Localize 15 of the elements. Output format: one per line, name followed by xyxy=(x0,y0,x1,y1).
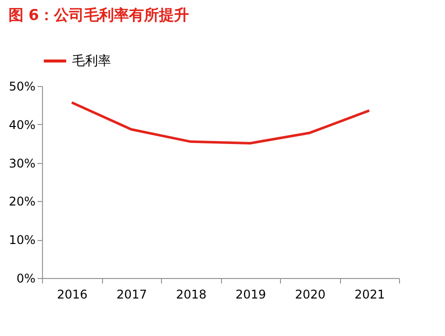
x-tick-label: 2016 xyxy=(56,288,88,302)
y-tick-label: 10% xyxy=(8,233,36,248)
x-tick-label: 2021 xyxy=(354,288,386,302)
y-tick-label: 40% xyxy=(8,118,36,132)
x-tick-label: 2019 xyxy=(235,288,266,302)
line-series xyxy=(70,101,370,144)
legend-label: 毛利率 xyxy=(72,53,111,69)
x-tick-label: 2020 xyxy=(294,288,326,302)
y-tick-label: 0% xyxy=(16,272,36,286)
x-tick-label: 2018 xyxy=(176,288,207,302)
x-tick-label: 2017 xyxy=(116,288,148,302)
y-tick-label: 20% xyxy=(8,194,36,209)
y-tick-label: 30% xyxy=(8,156,36,170)
chart-title: 图 6：公司毛利率有所提升 xyxy=(8,6,189,24)
y-tick-label: 50% xyxy=(8,80,36,94)
